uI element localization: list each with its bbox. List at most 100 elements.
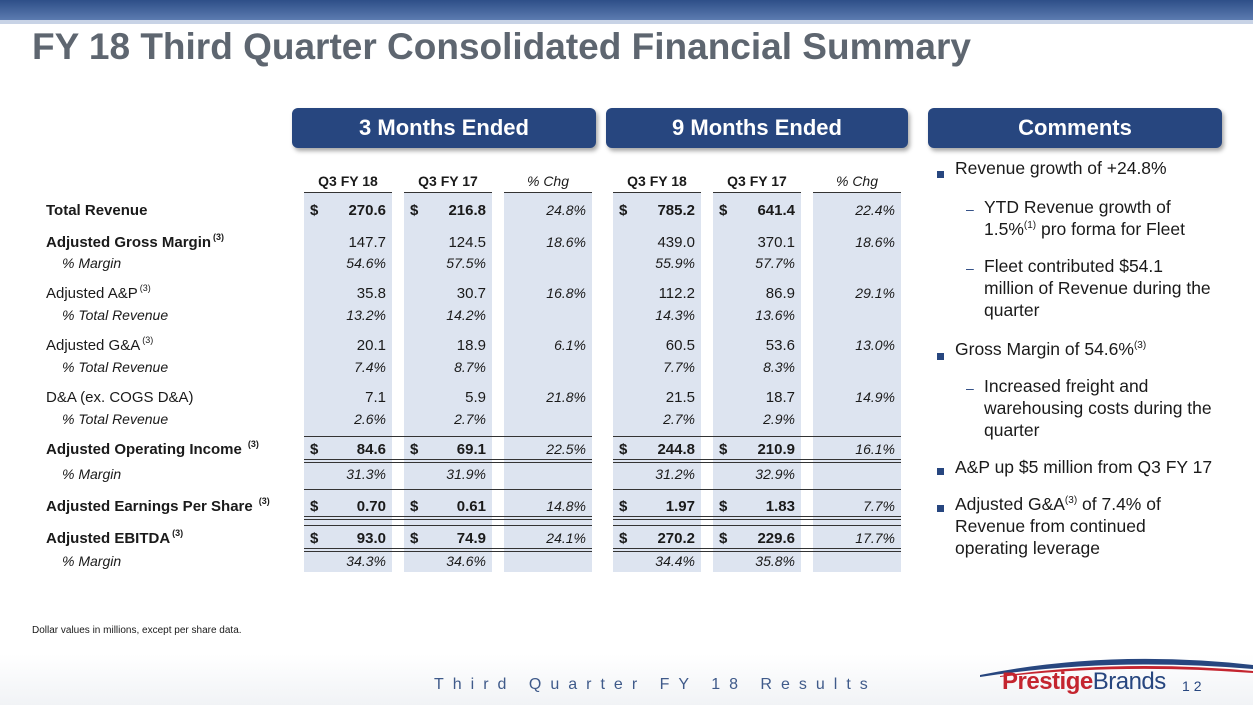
page-number: 12 [1182,678,1206,694]
table-cell: 35.8 [356,285,386,302]
table-cell: 24.8% [546,202,586,218]
table-cell: 14.9% [855,389,895,405]
table-cell: 16.8% [546,285,586,301]
table-cell: 13.2% [346,307,386,323]
rule-line [304,436,592,437]
table-cell: 8.3% [763,359,795,375]
footer-tagline: Third Quarter FY 18 Results [434,676,877,693]
table-cell: 24.1% [546,530,586,546]
dollar-sign: $ [310,498,319,515]
row-label-ebitda-pct: % Margin [62,553,122,569]
header-3-months: 3 Months Ended [292,108,596,148]
table-cell: 34.6% [446,553,486,569]
row-label-op-income: Adjusted Operating Income (3) [46,439,259,458]
table-cell: 1.83 [765,498,795,515]
table-cell: 18.9 [456,337,486,354]
row-label-text: Adjusted Gross Margin [46,234,212,251]
row-label-text: Adjusted Earnings Per Share [46,498,253,515]
rule-line [613,525,901,526]
table-cell: 370.1 [757,234,795,251]
table-cell: 0.70 [356,498,386,515]
col-header: Q3 FY 17 [404,170,492,193]
comment-fleet-line2: million of Revenue during the [984,278,1211,298]
row-label-text: Adjusted EBITDA [46,530,171,547]
row-label-eps: Adjusted Earnings Per Share (3) [46,496,270,515]
table-cell: 35.8% [755,553,795,569]
row-label-total-revenue: Total Revenue [46,202,148,219]
double-rule [304,459,592,463]
logo-text-b: Brands [1092,668,1167,695]
table-cell: 31.2% [655,466,695,482]
table-cell: 210.9 [757,441,795,458]
footnote-ref: (3) [247,439,259,449]
table-cell: 1.97 [665,498,695,515]
table-cell: 216.8 [448,202,486,219]
footnote-ref: (3) [139,283,151,293]
double-rule [613,548,901,552]
footer-bar [0,654,1253,705]
row-label-da-pct: % Total Revenue [62,411,169,427]
table-cell: 13.6% [755,307,795,323]
table-cell: 2.9% [763,411,795,427]
footnote-ref: (3) [1133,340,1147,351]
table-cell: 57.5% [446,255,486,271]
table-cell: 14.8% [546,498,586,514]
dollar-sign: $ [410,202,419,219]
rule-line [304,525,592,526]
dollar-sign: $ [719,202,728,219]
row-label-ga-pct: % Total Revenue [62,359,169,375]
table-cell: 55.9% [655,255,695,271]
row-label-text: Adjusted Operating Income [46,441,242,458]
table-cell: 34.4% [655,553,695,569]
dollar-sign: $ [619,498,628,515]
comment-freight-line1: Increased freight and [984,376,1149,396]
comment-freight-line2: warehousing costs during the [984,398,1212,418]
rule-line [613,489,901,490]
footnote-ref: (3) [258,496,270,506]
table-cell: 20.1 [356,337,386,354]
comment-ga-line3: operating leverage [955,538,1100,558]
table-cell: 60.5 [665,337,695,354]
table-cell: 270.6 [348,202,386,219]
page-title: FY 18 Third Quarter Consolidated Financi… [32,26,971,67]
table-cell: 18.6% [855,234,895,250]
table-cell: 8.7% [454,359,486,375]
rule-line [304,489,592,490]
col-header: % Chg [813,170,901,193]
table-cell: 0.61 [456,498,486,515]
comment-gross-margin: Gross Margin of 54.6%(3) [955,338,1146,364]
shade-col-9m-q3fy17 [713,192,801,572]
table-cell: 229.6 [757,530,795,547]
table-cell: 13.0% [855,337,895,353]
row-label-ga: Adjusted G&A (3) [46,335,154,354]
shade-col-9m-q3fy18 [613,192,701,572]
dollar-sign: $ [410,441,419,458]
table-cell: 18.7 [765,389,795,406]
bullet-icon [937,171,944,178]
row-label-text: Adjusted A&P [46,285,138,302]
dash-icon: – [966,201,974,217]
dollar-sign: $ [619,202,628,219]
dollar-sign: $ [310,441,319,458]
row-label-da: D&A (ex. COGS D&A) [46,389,194,406]
footnote-ref: (1) [1023,220,1037,231]
table-cell: 2.6% [354,411,386,427]
table-cell: 147.7 [348,234,386,251]
dollar-sign: $ [310,202,319,219]
row-label-ap: Adjusted A&P (3) [46,283,151,302]
comment-freight-line3: quarter [984,420,1040,440]
table-cell: 7.1 [365,389,386,406]
table-cell: 22.5% [546,441,586,457]
comment-revenue-growth: Revenue growth of +24.8% [955,158,1167,178]
footnote-ref: (3) [172,528,184,538]
table-cell: 21.5 [665,389,695,406]
comment-fleet-line1: Fleet contributed $54.1 [984,256,1164,276]
col-header: Q3 FY 18 [613,170,701,193]
comment-ap: A&P up $5 million from Q3 FY 17 [955,457,1213,477]
comment-text: Adjusted G&A [955,494,1065,514]
footnote: Dollar values in millions, except per sh… [32,625,242,636]
dollar-sign: $ [410,498,419,515]
footnote-ref: (3) [142,335,154,345]
table-cell: 57.7% [755,255,795,271]
dash-icon: – [966,260,974,276]
